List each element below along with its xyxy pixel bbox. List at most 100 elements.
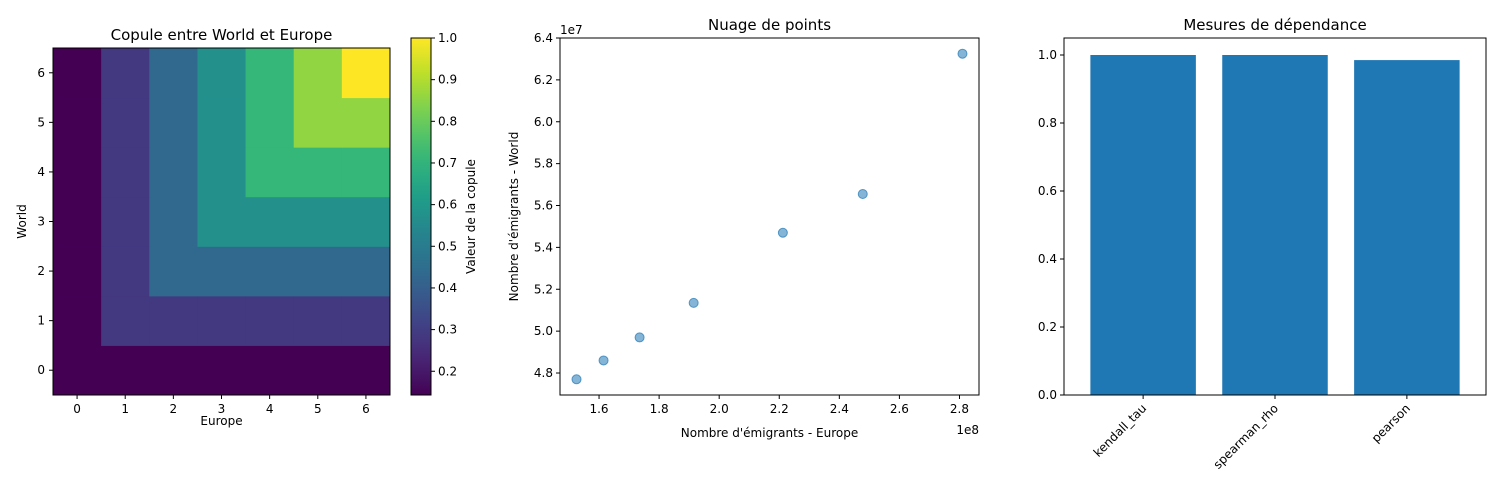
heatmap-x-tick-label: 5 (314, 402, 322, 416)
scatter-point (957, 48, 968, 59)
heatmap-cell (245, 48, 295, 99)
heatmap-y-tick-label: 5 (37, 115, 45, 129)
heatmap-cell (197, 196, 247, 247)
heatmap-cell (293, 295, 343, 346)
scatter-x-tick-label: 2.2 (770, 402, 789, 416)
heatmap-cell (197, 295, 247, 346)
heatmap-cell (197, 48, 247, 99)
heatmap-cell (53, 295, 102, 346)
heatmap-cell (149, 345, 198, 396)
heatmap-cell (197, 97, 247, 148)
scatter-panel: Nuage de points 1.6 1.8 2.0 2.2 2.4 2.6 2.8 4.… (507, 16, 980, 440)
scatter-y-offset: 1e7 (560, 23, 583, 37)
heatmap-cell (101, 97, 150, 148)
heatmap-cell (293, 246, 343, 297)
heatmap-y-tick-label: 0 (37, 363, 45, 377)
heatmap-cell (293, 147, 343, 198)
colorbar-tick-label: 0.8 (438, 114, 457, 128)
bar-x-tick-label: spearman_rho (1211, 401, 1281, 471)
scatter-y-tick-label: 5.4 (534, 240, 553, 254)
scatter-x-tick-label: 1.8 (650, 402, 669, 416)
colorbar (410, 37, 432, 396)
scatter-x-tick-label: 1.6 (589, 402, 608, 416)
scatter-x-tick-label: 2.0 (710, 402, 729, 416)
scatter-y-tick-label: 5.2 (534, 282, 553, 296)
bar-panel: Mesures de dépendance kendall_tau spearma… (1038, 16, 1487, 472)
heatmap-y-tick-label: 2 (37, 264, 45, 278)
bar-y-tick-label: 0.6 (1038, 184, 1057, 198)
bar-marks (1090, 55, 1460, 395)
heatmap-cell (341, 246, 391, 297)
heatmap-y-tick-label: 4 (37, 165, 45, 179)
bar (1354, 60, 1460, 395)
heatmap-cell (293, 345, 343, 396)
colorbar-tick-label: 0.3 (438, 323, 457, 337)
bar-y-tick-label: 1.0 (1038, 48, 1057, 62)
bar-y-tick-label: 0.8 (1038, 116, 1057, 130)
heatmap-x-tick-label: 4 (266, 402, 274, 416)
heatmap-cell (53, 48, 102, 99)
heatmap-cell (293, 48, 343, 99)
heatmap-cell (149, 147, 198, 198)
heatmap-x-tick-label: 2 (170, 402, 178, 416)
bar (1222, 55, 1328, 395)
colorbar-tick-label: 0.9 (438, 73, 457, 87)
scatter-y-tick-label: 6.0 (534, 115, 553, 129)
scatter-y-ticks: 4.8 5.0 5.2 5.4 5.6 5.8 6.0 6.2 6.4 (534, 31, 560, 380)
heatmap-cell (341, 295, 391, 346)
bar-y-ticks: 0.0 0.2 0.4 0.6 0.8 1.0 (1038, 48, 1064, 402)
heatmap-cell (341, 48, 391, 99)
bar-y-tick-label: 0.2 (1038, 320, 1057, 334)
colorbar-tick-label: 1.0 (438, 31, 457, 45)
heatmap-x-tick-label: 0 (73, 402, 81, 416)
bar-y-tick-label: 0.0 (1038, 388, 1057, 402)
bar (1090, 55, 1196, 395)
heatmap-cell (101, 295, 150, 346)
scatter-x-tick-label: 2.6 (890, 402, 909, 416)
colorbar-ticks: 0.2 0.3 0.4 0.5 0.6 0.7 0.8 0.9 1.0 (431, 31, 457, 378)
heatmap-y-label: World (15, 204, 29, 238)
scatter-title: Nuage de points (708, 16, 831, 34)
heatmap-cell (101, 246, 150, 297)
scatter-y-tick-label: 5.6 (534, 199, 553, 213)
heatmap-cell (197, 147, 247, 198)
heatmap-cell (293, 97, 343, 148)
scatter-x-ticks: 1.6 1.8 2.0 2.2 2.4 2.6 2.8 (589, 395, 969, 416)
scatter-y-tick-label: 4.8 (534, 366, 553, 380)
heatmap-cell (53, 97, 102, 148)
bar-y-tick-label: 0.4 (1038, 252, 1057, 266)
scatter-y-tick-label: 6.4 (534, 31, 553, 45)
heatmap-cell (245, 246, 295, 297)
scatter-point (777, 227, 788, 238)
heatmap-cell (101, 196, 150, 247)
scatter-points (571, 48, 968, 385)
scatter-point (634, 332, 645, 343)
scatter-frame (559, 37, 980, 396)
heatmap-cell (293, 196, 343, 247)
heatmap-x-tick-label: 1 (121, 402, 129, 416)
heatmap-y-tick-label: 6 (37, 66, 45, 80)
heatmap-cell (149, 295, 198, 346)
heatmap-cell (149, 196, 198, 247)
heatmap-cell (149, 48, 198, 99)
heatmap-cell (245, 147, 295, 198)
heatmap-cell (341, 345, 391, 396)
heatmap-cells (53, 48, 391, 396)
scatter-y-tick-label: 5.8 (534, 157, 553, 171)
heatmap-cell (245, 295, 295, 346)
heatmap-x-tick-label: 3 (218, 402, 226, 416)
heatmap-cell (245, 97, 295, 148)
heatmap-x-tick-label: 6 (362, 402, 370, 416)
scatter-point (857, 188, 868, 199)
heatmap-cell (341, 196, 391, 247)
scatter-point (598, 355, 609, 366)
heatmap-cell (197, 246, 247, 297)
heatmap-cell (197, 345, 247, 396)
heatmap-x-label: Europe (200, 414, 242, 428)
colorbar-tick-label: 0.2 (438, 364, 457, 378)
heatmap-cell (53, 345, 102, 396)
scatter-point (571, 374, 582, 385)
heatmap-cell (149, 246, 198, 297)
colorbar-tick-label: 0.5 (438, 239, 457, 253)
